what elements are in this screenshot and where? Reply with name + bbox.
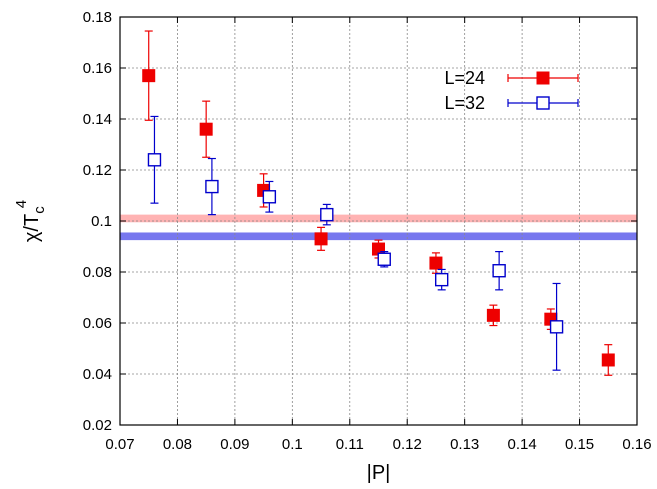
x-tick-label: 0.13	[450, 436, 479, 453]
data-point	[429, 256, 443, 270]
data-point	[486, 308, 500, 322]
x-tick-label: 0.11	[336, 436, 364, 453]
y-tick-label: 0.1	[91, 213, 112, 230]
legend-label: L=32	[444, 93, 485, 113]
x-tick-label: 0.12	[393, 436, 422, 453]
grid-lines	[120, 17, 637, 425]
data-point	[320, 207, 334, 222]
data-point	[377, 252, 391, 266]
data-point	[314, 232, 328, 246]
data-point	[147, 153, 162, 167]
svg-text:χ/Tc4: χ/Tc4	[13, 200, 48, 242]
data-point	[492, 264, 506, 278]
legend-marker	[536, 71, 550, 85]
reference-band-1	[120, 214, 637, 223]
data-point	[142, 69, 156, 83]
y-tick-label: 0.06	[83, 315, 112, 332]
legend-marker	[536, 96, 550, 110]
y-axis-label-subscript: c	[31, 206, 48, 214]
y-tick-label: 0.08	[83, 264, 112, 281]
legend-entry-1: L=24	[444, 68, 579, 88]
y-axis-label-superscript: 4	[13, 200, 30, 208]
legend-label: L=24	[444, 68, 485, 88]
data-point	[205, 179, 219, 194]
data-point	[601, 353, 615, 367]
y-tick-label: 0.04	[83, 366, 112, 383]
legend: L=24 L=32	[444, 68, 579, 113]
legend-entry-2: L=32	[444, 93, 579, 113]
y-axis-label-main: χ/T	[21, 214, 43, 242]
reference-band-2	[120, 232, 637, 241]
y-axis-label: χ/Tc4	[13, 200, 48, 242]
x-tick-label: 0.09	[220, 436, 249, 453]
x-tick-label: 0.07	[105, 436, 134, 453]
data-point	[199, 122, 213, 136]
data-point	[434, 272, 449, 287]
series-1	[142, 30, 615, 376]
x-tick-label: 0.1	[282, 436, 303, 453]
x-tick-label: 0.15	[565, 436, 594, 453]
y-tick-label: 0.12	[83, 162, 112, 179]
plot-frame	[119, 16, 638, 426]
data-point	[549, 320, 564, 334]
reference-bands	[120, 214, 637, 241]
x-tick-label: 0.14	[508, 436, 537, 453]
x-axis-label: |P|	[367, 462, 391, 484]
x-tick-label: 0.08	[163, 436, 192, 453]
y-tick-label: 0.14	[83, 111, 112, 128]
y-tick-label: 0.02	[83, 417, 112, 434]
y-tick-label: 0.18	[83, 9, 112, 26]
series-2	[147, 115, 564, 371]
data-series	[142, 30, 615, 376]
x-tick-label: 0.16	[622, 436, 651, 453]
data-point	[262, 190, 277, 204]
axis-ticks: 0.07 0.08 0.09 0.1 0.11 0.12 0.13 0.14 0.15 0.16 0…	[83, 9, 652, 453]
y-tick-label: 0.16	[83, 60, 112, 77]
